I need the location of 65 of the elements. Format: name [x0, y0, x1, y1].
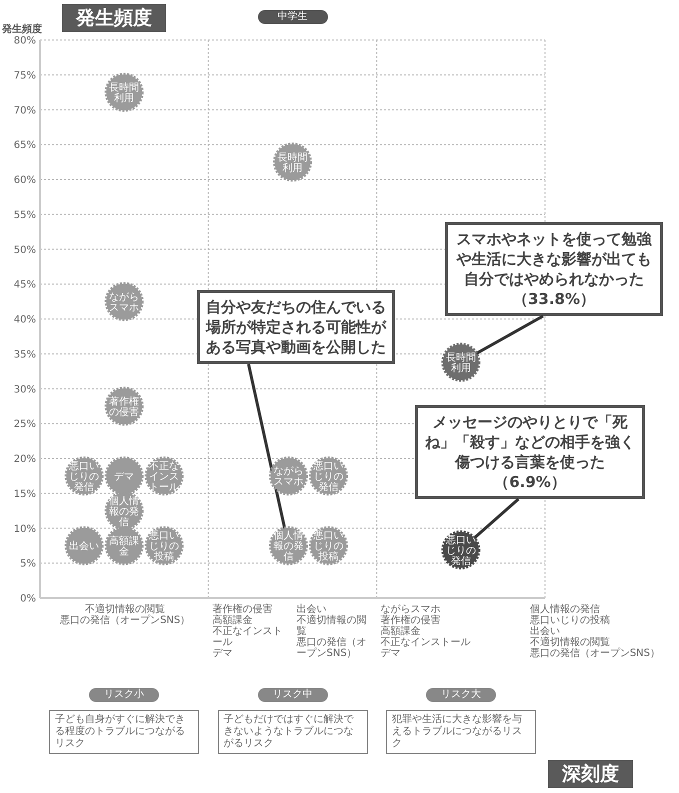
y-tick-label: 70%	[14, 105, 36, 116]
chart-subtitle: 中学生	[258, 10, 328, 24]
y-tick-label: 40%	[14, 314, 36, 326]
text: 悪口の発信（オープンSNS）	[530, 648, 661, 659]
text: 悪口いじりの投稿	[530, 615, 611, 626]
y-tick-label: 10%	[14, 524, 36, 535]
data-label: 個人情報の発信	[109, 494, 140, 528]
text: 悪口の発信（オープンSNS）	[296, 637, 368, 659]
data-label: 長時間利用	[109, 82, 140, 104]
text: 著作権の侵害	[212, 604, 274, 615]
x-axis-title: 深刻度	[548, 760, 633, 788]
text: 犯罪や生活に大きな影響を与えるトラブルにつながるリスク	[386, 710, 536, 754]
y-tick-label: 25%	[14, 419, 36, 430]
data-label: 著作権の侵害	[109, 395, 140, 418]
data-label: 悪口いじりの発信	[312, 460, 344, 493]
data-label: 長時間利用	[278, 151, 308, 174]
y-tick-label: 65%	[14, 140, 36, 152]
text: 高額課金	[380, 626, 422, 637]
y-tick-label: 55%	[14, 210, 36, 221]
data-label: ながらスマホ	[274, 466, 304, 488]
y-axis-title: 発生頻度	[1, 23, 42, 35]
text: 子どもだけではすぐに解決できないようなトラブルにつながるリスク	[218, 710, 368, 754]
y-tick-label: 5%	[20, 558, 36, 570]
text: 出会い	[530, 626, 560, 637]
text: 不適切情報の閲覧	[296, 615, 368, 637]
text: 不正なインストール	[212, 626, 284, 648]
data-label: 長時間利用	[446, 351, 476, 374]
y-tick-label: 30%	[14, 384, 36, 396]
data-label: 個人情報の発信	[274, 530, 304, 563]
y-tick-label: 20%	[14, 454, 36, 465]
x-tick-label: リスク小	[89, 688, 160, 702]
text: 高額課金	[212, 615, 254, 626]
annotation: スマホやネットを使って勉強や生活に大きな影響が出ても自分ではやめられなかった（33.8%）	[456, 230, 652, 308]
y-tick-label: 75%	[14, 70, 36, 82]
x-tick-label: リスク大	[426, 688, 496, 702]
y-tick-label: 45%	[14, 280, 36, 291]
data-label: 不正なインストール	[149, 460, 180, 493]
data-label: 悪口いじりの発信	[68, 460, 100, 493]
text: 不適切情報の閲覧	[84, 604, 166, 615]
y-tick-label: 0%	[20, 594, 36, 604]
text: デマ	[380, 648, 402, 659]
data-label: 出会い	[69, 540, 100, 552]
y-tick-label: 15%	[14, 488, 36, 500]
x-tick-label: リスク中	[258, 688, 328, 702]
y-tick-label: 50%	[14, 244, 36, 256]
text: 個人情報の発信	[530, 604, 600, 615]
data-label: 悪口いじりの発信	[444, 534, 476, 567]
text: デマ	[212, 648, 234, 659]
y-tick-label: 80%	[14, 36, 36, 46]
data-label: 悪口いじりの投稿	[312, 530, 344, 563]
text: 子ども自身がすぐに解決できる程度のトラブルにつながるリスク	[49, 710, 200, 754]
annotation: メッセージのやりとりで「死ね」「殺す」などの相手を強く傷つける言葉を使った（6.9%）	[425, 413, 635, 491]
y-tick-label: 35%	[14, 349, 36, 360]
annotation: 自分や友だちの住んでいる場所が特定される可能性がある写真や動画を公開した	[205, 298, 387, 356]
text: 出会い	[296, 604, 326, 615]
data-label: ながらスマホ	[109, 292, 140, 314]
text: 発生頻度	[76, 7, 152, 29]
y-tick-label: 60%	[14, 175, 36, 186]
text: 不正なインストール	[380, 637, 472, 648]
text: 不適切情報の閲覧	[530, 637, 610, 648]
data-label: デマ	[114, 471, 134, 482]
data-label: 高額課金	[109, 534, 140, 558]
text: ながらスマホ	[380, 604, 442, 615]
text: 悪口の発信（オープンSNS）	[59, 615, 192, 626]
text: 著作権の侵害	[380, 615, 442, 626]
